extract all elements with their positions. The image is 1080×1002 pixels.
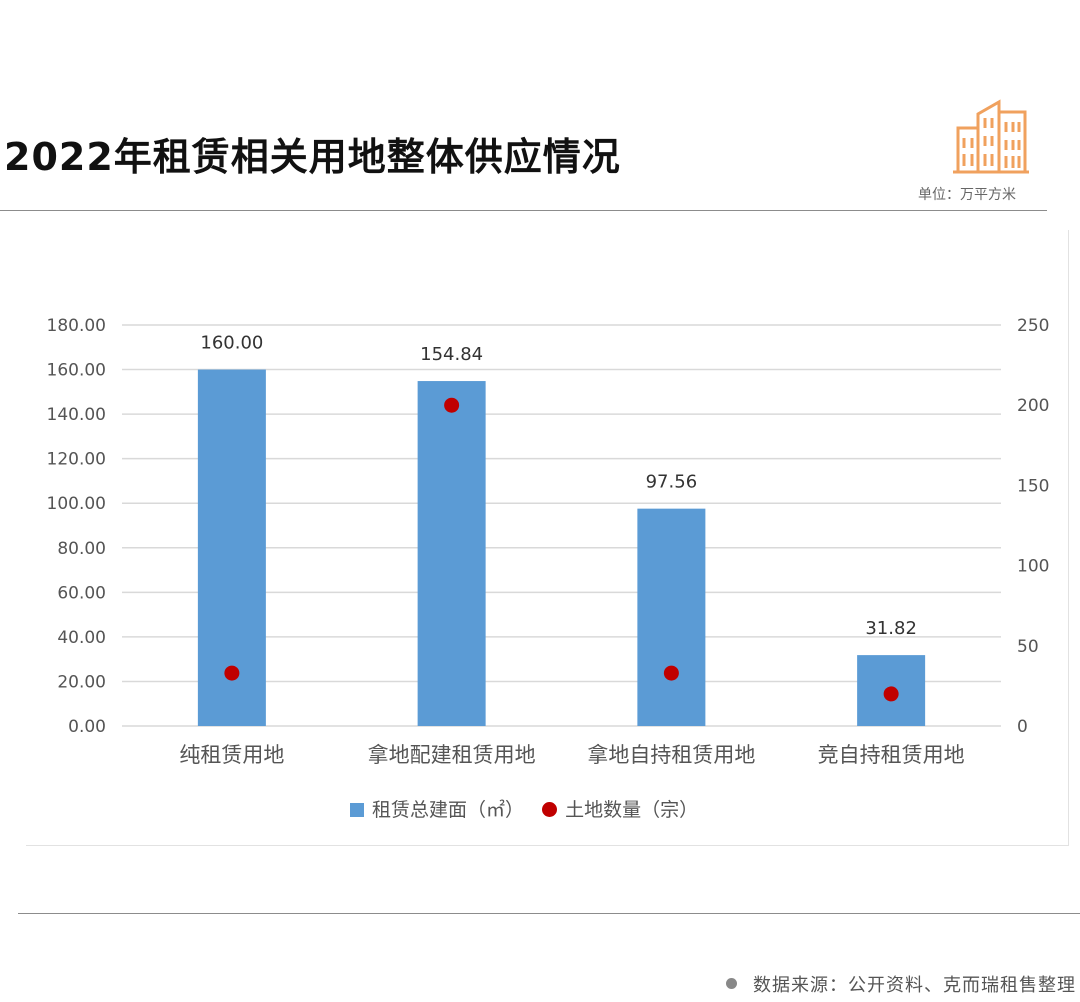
footer-divider bbox=[18, 913, 1080, 914]
bar-data-label: 160.00 bbox=[200, 333, 263, 354]
y-left-tick-label: 120.00 bbox=[47, 450, 106, 470]
y-left-tick-label: 60.00 bbox=[57, 583, 106, 603]
y-right-tick-label: 150 bbox=[1017, 476, 1049, 496]
bullet-icon bbox=[726, 978, 737, 989]
legend-dot-swatch bbox=[542, 802, 558, 817]
y-left-tick-label: 100.00 bbox=[47, 494, 106, 514]
y-left-tick-label: 80.00 bbox=[57, 539, 106, 559]
scatter-point bbox=[224, 665, 240, 681]
legend-bar-swatch bbox=[350, 803, 364, 817]
y-right-tick-label: 250 bbox=[1017, 316, 1049, 336]
y-right-tick-label: 0 bbox=[1017, 717, 1028, 737]
building-icon bbox=[953, 99, 1029, 174]
x-tick-label: 拿地配建租赁用地 bbox=[368, 743, 536, 767]
y-right-tick-label: 100 bbox=[1017, 557, 1049, 577]
bar bbox=[637, 508, 706, 726]
combo-chart: 0.00 20.00 40.00 60.00 80.00 100.00 120.00 140.… bbox=[47, 316, 1050, 767]
y-right-tick-label: 200 bbox=[1017, 396, 1049, 416]
legend-item-count: 土地数量（宗） bbox=[542, 795, 698, 822]
scatter-point bbox=[663, 665, 679, 681]
y-left-tick-label: 160.00 bbox=[47, 361, 106, 381]
bar-data-label: 97.56 bbox=[646, 472, 698, 493]
chart-legend: 租赁总建面（㎡） 土地数量（宗） bbox=[350, 795, 710, 822]
y-left-tick-label: 40.00 bbox=[57, 628, 106, 648]
chart-container: 0.00 20.00 40.00 60.00 80.00 100.00 120.00 140.… bbox=[26, 230, 1069, 846]
data-source-text: 数据来源：公开资料、克而瑞租售整理 bbox=[753, 975, 1076, 996]
scatter-point bbox=[444, 397, 460, 413]
y-left-tick-label: 140.00 bbox=[47, 405, 106, 425]
page-title: 2022年租赁相关用地整体供应情况 bbox=[4, 135, 621, 179]
y-left-tick-label: 0.00 bbox=[68, 717, 106, 737]
scatter-point bbox=[883, 686, 899, 702]
bar-data-label: 31.82 bbox=[865, 618, 917, 639]
x-tick-label: 拿地自持租赁用地 bbox=[587, 743, 755, 767]
x-tick-label: 竞自持租赁用地 bbox=[818, 743, 965, 767]
legend-item-area: 租赁总建面（㎡） bbox=[350, 795, 524, 822]
header-divider bbox=[0, 210, 1047, 211]
legend-label-area: 租赁总建面（㎡） bbox=[372, 799, 525, 821]
y-left-tick-label: 20.00 bbox=[57, 672, 106, 692]
x-tick-label: 纯租赁用地 bbox=[179, 743, 284, 767]
y-right-tick-label: 50 bbox=[1017, 637, 1039, 657]
unit-label: 单位：万平方米 bbox=[918, 187, 1016, 203]
y-left-tick-label: 180.00 bbox=[47, 316, 106, 336]
bar bbox=[417, 381, 486, 726]
bar-data-label: 154.84 bbox=[420, 344, 483, 365]
legend-label-count: 土地数量（宗） bbox=[565, 799, 699, 821]
data-source: 数据来源：公开资料、克而瑞租售整理 bbox=[726, 971, 1076, 997]
